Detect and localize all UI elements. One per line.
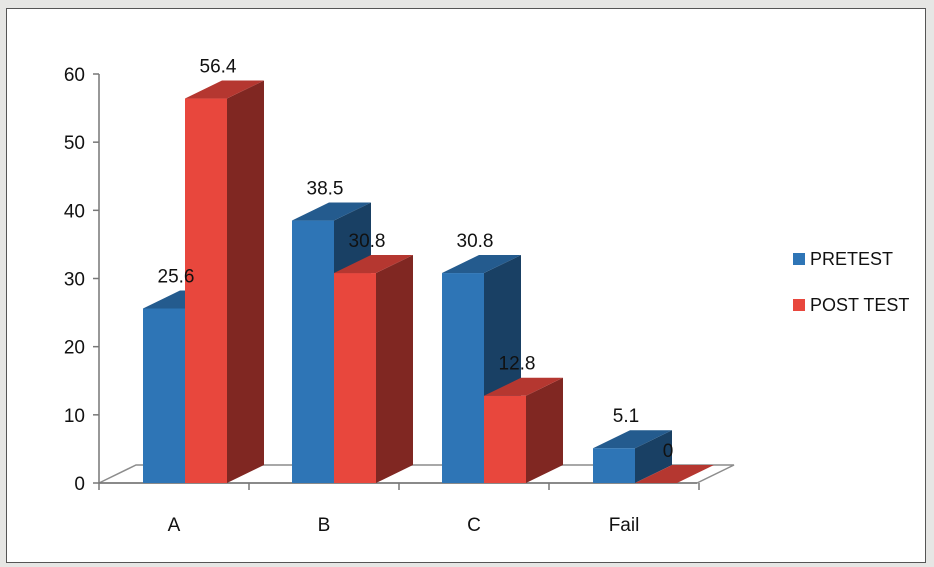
bar-front-face xyxy=(484,395,526,483)
data-label: 0 xyxy=(663,441,674,462)
y-tick-label: 10 xyxy=(64,406,85,427)
bar-top-face xyxy=(484,377,563,396)
bar-pretest xyxy=(593,430,672,483)
y-tick-label: 50 xyxy=(64,133,85,154)
bar-side-face xyxy=(376,255,413,483)
bar-top-face xyxy=(635,465,714,483)
y-tick-label: 30 xyxy=(64,270,85,291)
chart-frame: 0 10 20 30 40 50 60 A B C Fail 25.6 38.5 30.8 5.1 56.4… xyxy=(6,8,926,563)
bar-front-face xyxy=(292,220,334,483)
legend: PRETEST POST TEST xyxy=(793,249,909,315)
bar-front-face xyxy=(185,98,227,483)
bar-post-test xyxy=(334,255,413,483)
bar-top-face xyxy=(593,430,672,449)
bar-side-face xyxy=(227,80,264,483)
y-tick-label: 60 xyxy=(64,65,85,86)
y-tick-label: 40 xyxy=(64,201,85,222)
bar-post-test xyxy=(185,80,264,483)
legend-label: POST TEST xyxy=(810,295,909,315)
x-category-label: A xyxy=(168,515,181,536)
data-label: 38.5 xyxy=(307,179,344,200)
bar-post-test xyxy=(635,465,714,483)
x-category-label: Fail xyxy=(609,515,640,536)
bar-chart: 0 10 20 30 40 50 60 A B C Fail 25.6 38.5 30.8 5.1 56.4… xyxy=(64,57,910,536)
data-label: 30.8 xyxy=(349,231,386,252)
bar-side-face xyxy=(635,430,672,483)
y-tick-label: 0 xyxy=(74,474,85,495)
data-labels: 25.6 38.5 30.8 5.1 56.4 30.8 12.8 0 xyxy=(158,57,674,462)
bar-post-test xyxy=(484,377,563,483)
bar-top-face xyxy=(442,255,521,274)
legend-item-pretest: PRETEST xyxy=(793,249,893,269)
x-category-label: B xyxy=(318,515,331,536)
bar-top-face xyxy=(185,80,264,99)
bar-front-face xyxy=(442,273,484,483)
legend-label: PRETEST xyxy=(810,249,893,269)
data-label: 25.6 xyxy=(158,266,195,287)
bar-side-face xyxy=(526,377,563,483)
data-label: 5.1 xyxy=(613,406,639,427)
data-label: 12.8 xyxy=(499,354,536,375)
x-category-label: C xyxy=(467,515,481,536)
bar-top-face xyxy=(292,202,371,221)
legend-item-post-test: POST TEST xyxy=(793,295,909,315)
bars xyxy=(143,80,714,483)
bar-front-face xyxy=(143,308,185,483)
bar-top-face xyxy=(334,255,413,274)
legend-swatch xyxy=(793,253,805,265)
legend-swatch xyxy=(793,299,805,311)
y-tick-label: 20 xyxy=(64,338,85,359)
bar-front-face xyxy=(334,273,376,483)
data-label: 30.8 xyxy=(457,231,494,252)
data-label: 56.4 xyxy=(200,57,237,78)
bar-front-face xyxy=(593,448,635,483)
